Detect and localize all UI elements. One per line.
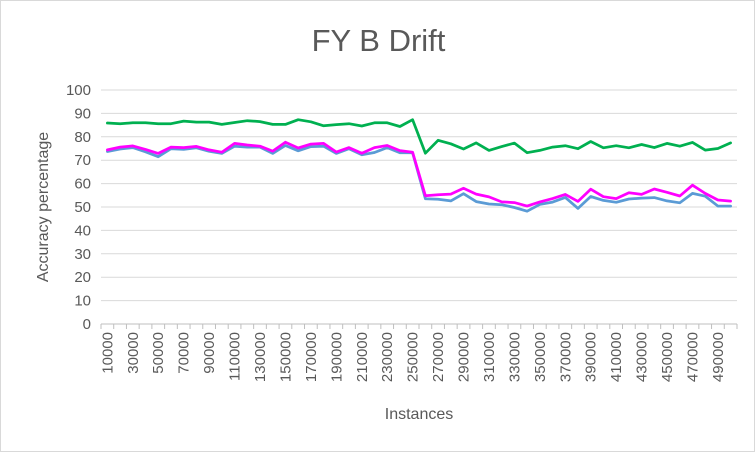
- x-tick-label: 10000: [99, 332, 116, 374]
- tick-labels: 0 10 20 30 40 50 60 70 80 90 100 10000 30000 50000 700…: [66, 82, 727, 382]
- x-tick-label: 30000: [125, 332, 142, 374]
- x-tick-label: 210000: [354, 332, 371, 382]
- x-tick-label: 450000: [659, 332, 676, 382]
- x-tick-label: 250000: [405, 332, 422, 382]
- series-line-3: [106, 140, 732, 208]
- y-tick-label: 30: [74, 246, 91, 263]
- x-tick-label: 470000: [684, 332, 701, 382]
- x-tick-label: 490000: [710, 332, 727, 382]
- x-tick-label: 390000: [583, 332, 600, 382]
- x-tick-label: 170000: [303, 332, 320, 382]
- x-tick-label: 130000: [252, 332, 269, 382]
- y-tick-label: 100: [66, 82, 91, 99]
- y-tick-label: 50: [74, 199, 91, 216]
- x-tick-label: 310000: [481, 332, 498, 382]
- x-tick-label: 190000: [328, 332, 345, 382]
- series-lines: [106, 118, 732, 213]
- y-axis-title: Accuracy percentage: [35, 132, 52, 282]
- y-tick-label: 20: [74, 269, 91, 286]
- x-tick-label: 430000: [634, 332, 651, 382]
- x-tick-label: 290000: [456, 332, 473, 382]
- y-tick-label: 90: [74, 105, 91, 122]
- y-tick-label: 10: [74, 293, 91, 310]
- x-tick-label: 110000: [227, 332, 244, 381]
- x-tick-label: 410000: [608, 332, 625, 382]
- gridlines: [101, 89, 737, 302]
- axes: [100, 323, 738, 329]
- y-tick-label: 80: [74, 129, 91, 146]
- y-tick-label: 0: [83, 316, 91, 333]
- x-tick-label: 150000: [277, 332, 294, 382]
- chart-title: FY B Drift: [311, 23, 446, 58]
- x-tick-label: 50000: [150, 332, 167, 374]
- x-tick-label: 270000: [430, 332, 447, 382]
- series-line-1: [106, 118, 732, 155]
- x-tick-label: 70000: [176, 332, 193, 374]
- y-tick-label: 40: [74, 222, 91, 239]
- y-tick-label: 70: [74, 152, 91, 169]
- y-tick-label: 60: [74, 176, 91, 193]
- x-tick-label: 350000: [532, 332, 549, 382]
- x-tick-label: 90000: [201, 332, 218, 374]
- x-tick-label: 230000: [379, 332, 396, 382]
- x-tick-label: 370000: [557, 332, 574, 382]
- x-tick-label: 330000: [506, 332, 523, 382]
- x-axis-title: Instances: [385, 406, 453, 423]
